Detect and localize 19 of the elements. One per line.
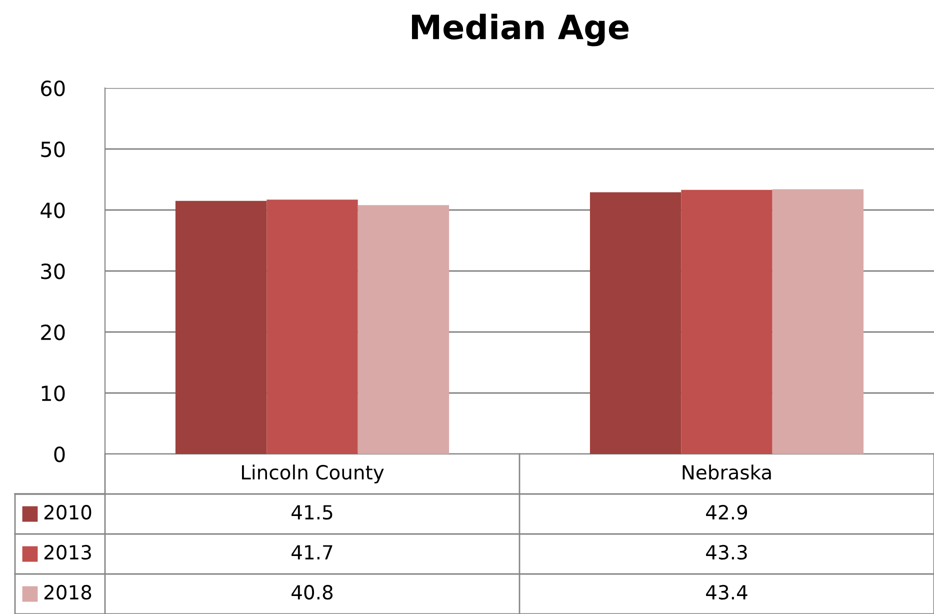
y-tick-label: 60: [41, 80, 65, 96]
y-tick-label: 10: [42, 385, 65, 402]
y-tick-label: 30: [41, 263, 65, 280]
legend-label: 2013: [44, 544, 91, 560]
x-tick-label: Lincoln County: [242, 464, 384, 484]
data-label: 42.9: [706, 504, 748, 520]
legend-label: 2010: [44, 504, 92, 520]
y-tick-label: 20: [41, 324, 65, 340]
y-tick-label: 50: [41, 141, 65, 158]
y-tick-label: 40: [40, 202, 65, 218]
data-label: 41.7: [292, 545, 332, 560]
y-tick-label: 0: [54, 446, 65, 462]
x-tick-label: Nebraska: [682, 464, 771, 480]
data-label: 43.3: [706, 544, 747, 560]
data-label: 40.8: [292, 584, 333, 600]
data-label: 43.4: [706, 584, 748, 600]
data-label: 41.5: [292, 505, 332, 520]
chart-title: Median Age: [412, 14, 628, 46]
legend-label: 2018: [44, 584, 92, 600]
